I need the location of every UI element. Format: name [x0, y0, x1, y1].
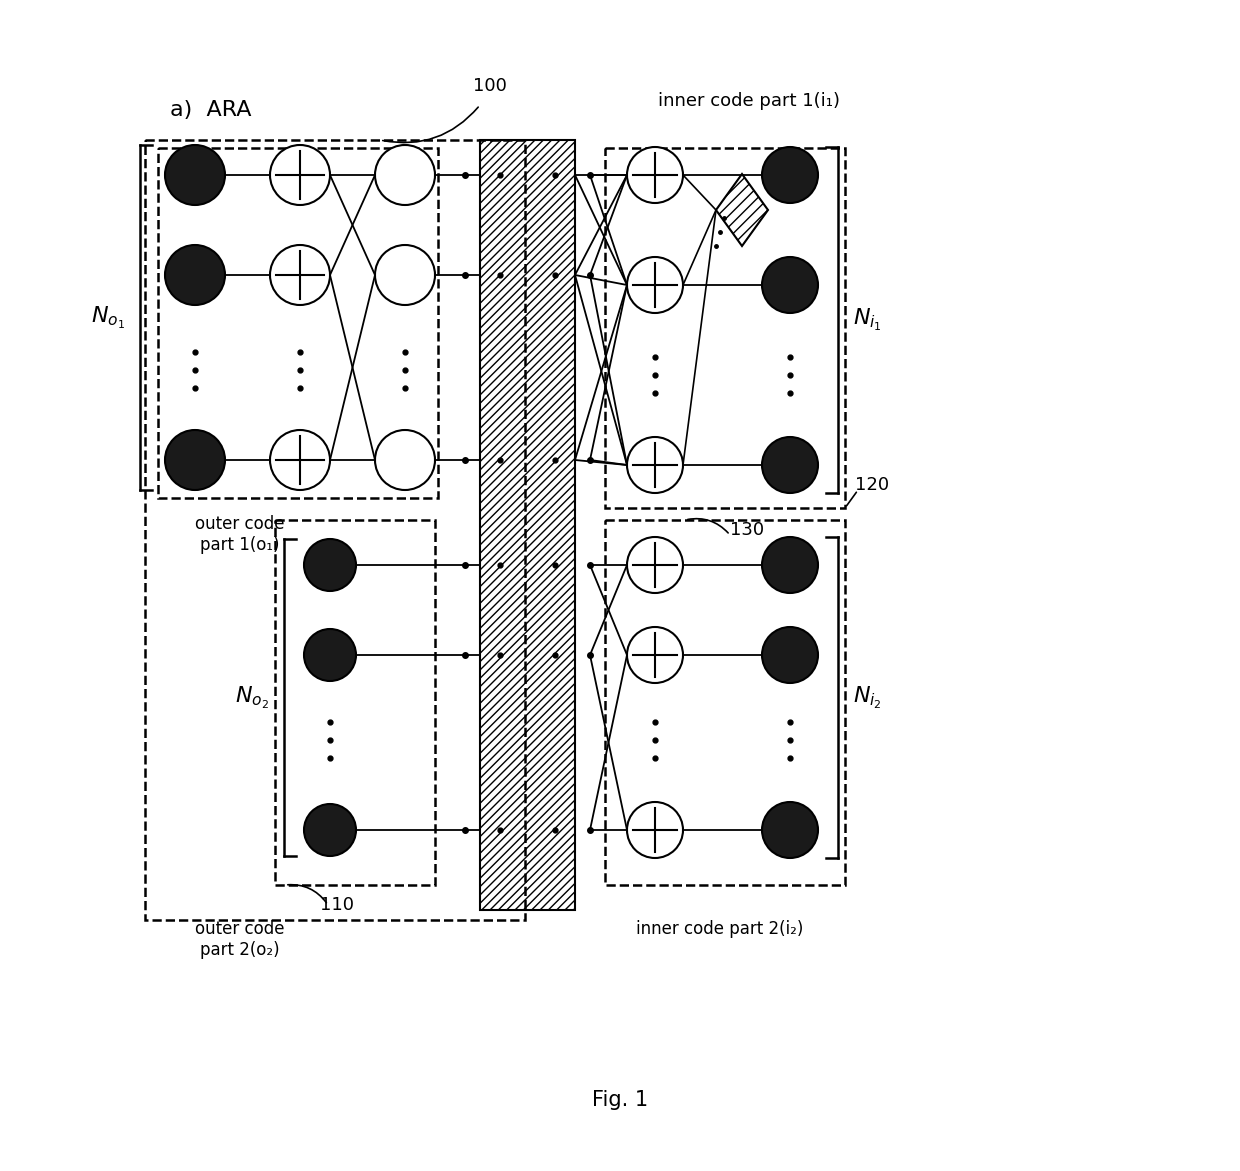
Circle shape — [374, 145, 435, 205]
Text: $N_{o_2}$: $N_{o_2}$ — [236, 684, 269, 711]
Text: outer code
part 1(o₁): outer code part 1(o₁) — [195, 515, 285, 554]
Circle shape — [627, 537, 683, 593]
Circle shape — [270, 430, 330, 489]
Polygon shape — [715, 174, 768, 246]
Circle shape — [627, 626, 683, 683]
Text: Fig. 1: Fig. 1 — [591, 1090, 649, 1110]
Bar — [275, 520, 435, 885]
Circle shape — [304, 629, 356, 682]
Bar — [605, 148, 844, 508]
Circle shape — [763, 537, 818, 593]
Bar — [145, 141, 525, 920]
Circle shape — [763, 626, 818, 683]
Circle shape — [763, 148, 818, 203]
Text: outer code
part 2(o₂): outer code part 2(o₂) — [195, 920, 285, 959]
Bar — [480, 141, 575, 910]
Circle shape — [627, 256, 683, 313]
Circle shape — [270, 145, 330, 205]
Text: 100: 100 — [474, 77, 507, 95]
Circle shape — [165, 145, 224, 205]
Text: 110: 110 — [320, 896, 353, 915]
Circle shape — [270, 245, 330, 304]
Bar — [157, 148, 438, 498]
Circle shape — [627, 802, 683, 858]
Bar — [605, 520, 844, 885]
Circle shape — [165, 245, 224, 304]
Text: inner code part 2(i₂): inner code part 2(i₂) — [636, 920, 804, 938]
Circle shape — [374, 430, 435, 489]
Circle shape — [627, 148, 683, 203]
Text: a)  ARA: a) ARA — [170, 100, 252, 119]
Text: $N_{o_1}$: $N_{o_1}$ — [91, 304, 125, 330]
Text: 130: 130 — [730, 521, 764, 539]
Circle shape — [304, 804, 356, 856]
Circle shape — [374, 245, 435, 304]
Text: 120: 120 — [856, 475, 889, 494]
Circle shape — [304, 539, 356, 591]
Text: $N_{i_1}$: $N_{i_1}$ — [853, 307, 882, 333]
Circle shape — [165, 430, 224, 489]
Circle shape — [627, 437, 683, 493]
Text: $N_{i_2}$: $N_{i_2}$ — [853, 684, 882, 711]
Circle shape — [763, 437, 818, 493]
Circle shape — [763, 802, 818, 858]
Text: inner code part 1(i₁): inner code part 1(i₁) — [658, 93, 839, 110]
Circle shape — [763, 256, 818, 313]
